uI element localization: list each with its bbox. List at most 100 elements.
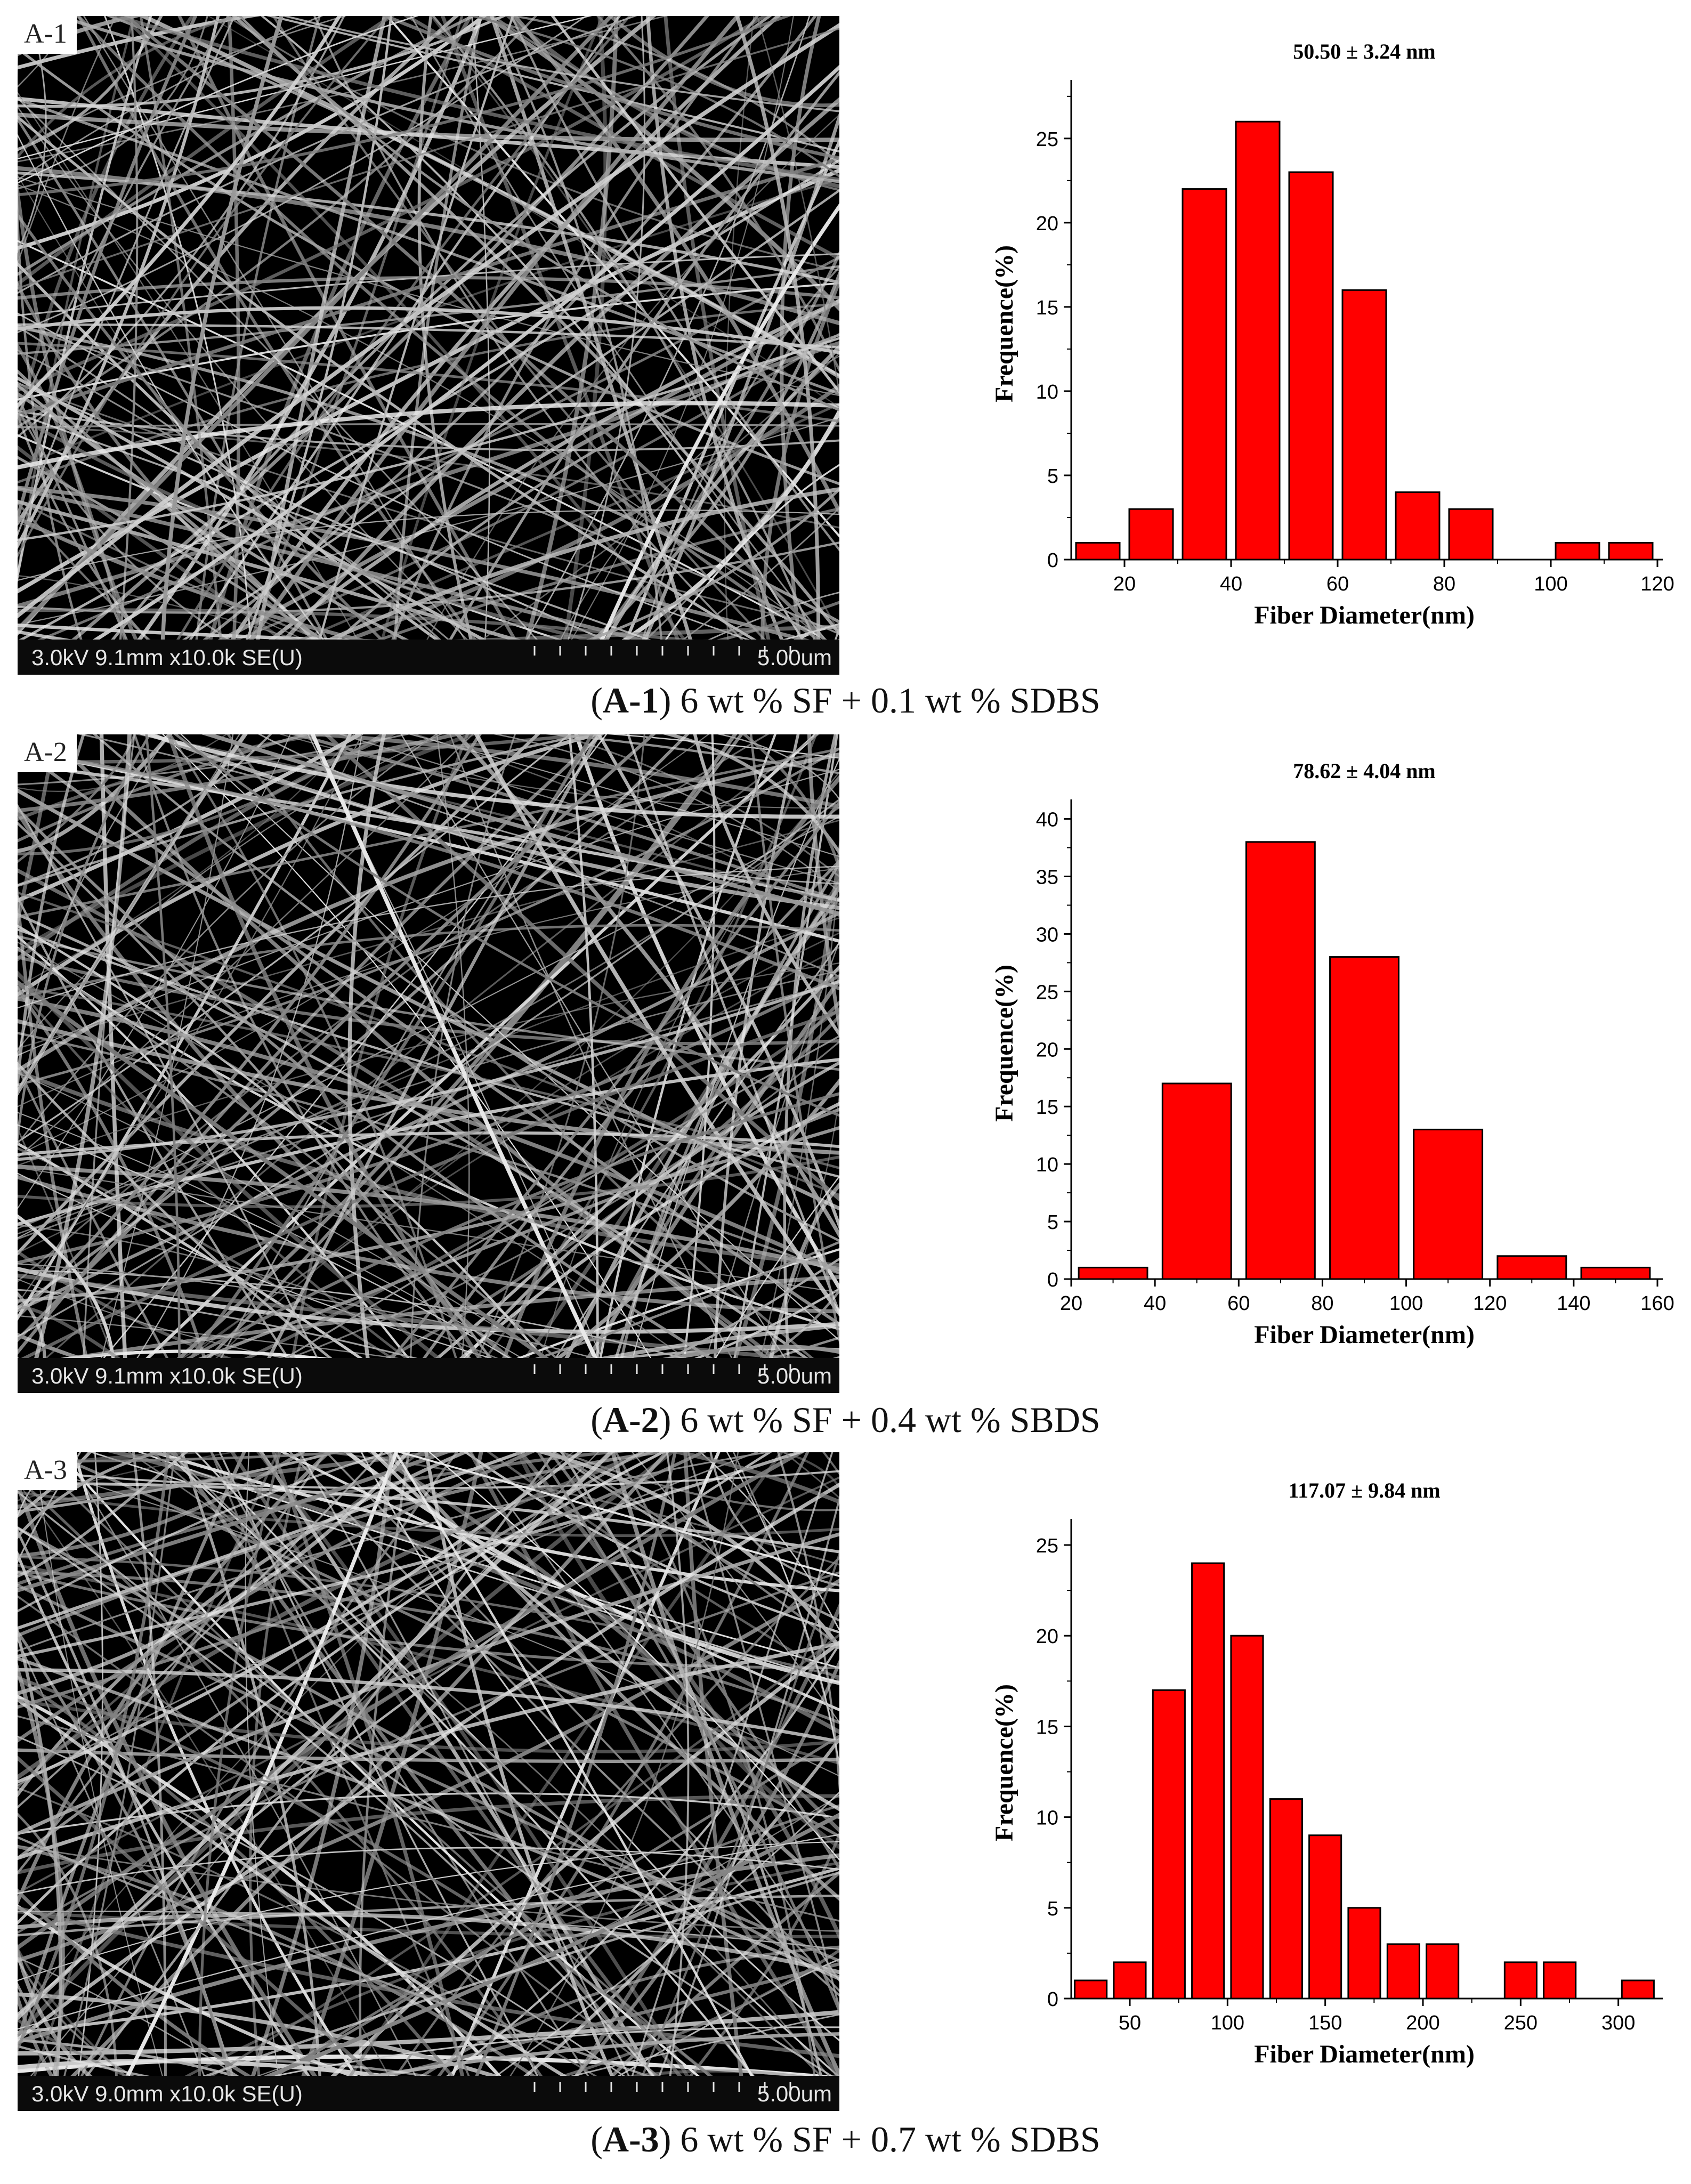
x-tick-label: 20 xyxy=(1060,1292,1082,1315)
bar xyxy=(1555,541,1600,561)
bar xyxy=(1496,1255,1567,1280)
sem-scale-label: 5.00um xyxy=(757,1363,832,1388)
x-tick-label: 150 xyxy=(1308,2012,1342,2034)
sem-scale-ticks xyxy=(533,646,791,656)
chart-title: 78.62 ± 4.04 nm xyxy=(1293,759,1436,783)
bar xyxy=(1074,1979,1108,2000)
sem-info: 3.0kV 9.1mm x10.0k SE(U) xyxy=(31,1363,303,1388)
y-tick-label: 10 xyxy=(1036,1807,1058,1830)
bar xyxy=(1580,1266,1651,1280)
fiber-strands xyxy=(18,1452,839,2111)
bar xyxy=(1386,1943,1420,2000)
caption-id: A-3 xyxy=(602,2119,659,2159)
y-tick-label: 0 xyxy=(1047,549,1058,572)
histogram-chart: 50.50 ± 3.24 nm 0 5 10 15 20 25 20 40 60 80 100 120 F… xyxy=(990,39,1674,629)
x-tick-label: 50 xyxy=(1119,2012,1141,2034)
x-tick-label: 40 xyxy=(1144,1292,1166,1315)
sem-scale-label: 5.00um xyxy=(757,645,832,670)
sem-label: A-1 xyxy=(18,16,77,54)
histogram-chart: 78.62 ± 4.04 nm 0 5 10 15 20 25 30 35 40 20 40 60 80 1… xyxy=(990,759,1674,1349)
bars xyxy=(1075,120,1654,561)
bar xyxy=(1113,1961,1147,2000)
bar xyxy=(1269,1798,1303,2000)
y-tick-label: 0 xyxy=(1047,1988,1058,2011)
y-tick-label: 5 xyxy=(1047,1898,1058,1920)
bar xyxy=(1543,1961,1577,2000)
bar xyxy=(1230,1635,1264,2000)
fiber-network xyxy=(18,734,839,1393)
bar xyxy=(1347,1907,1381,2000)
y-tick-label: 15 xyxy=(1036,1096,1058,1119)
bar xyxy=(1235,120,1281,561)
y-tick-label: 5 xyxy=(1047,1211,1058,1234)
y-tick-label: 25 xyxy=(1036,128,1058,151)
sem-scale-ticks xyxy=(533,1364,791,1374)
y-axis-label: Frequence(%) xyxy=(990,245,1018,402)
bar xyxy=(1341,289,1387,561)
bar xyxy=(1161,1082,1232,1280)
bar xyxy=(1075,541,1121,561)
y-tick-label: 25 xyxy=(1036,981,1058,1004)
x-axis-label: Fiber Diameter(nm) xyxy=(1254,601,1475,629)
fiber-strands xyxy=(18,16,839,675)
x-tick-label: 60 xyxy=(1326,573,1349,595)
chart-title: 50.50 ± 3.24 nm xyxy=(1293,39,1436,63)
bar xyxy=(1152,1689,1186,2000)
panel-caption: (A-3) 6 wt % SF + 0.7 wt % SDBS xyxy=(590,2119,1101,2159)
histogram-chart: 117.07 ± 9.84 nm 0 5 10 15 20 25 50 100 150 200 250… xyxy=(990,1478,1663,2068)
sem-info: 3.0kV 9.1mm x10.0k SE(U) xyxy=(31,645,303,670)
y-tick-label: 10 xyxy=(1036,381,1058,403)
y-tick-label: 10 xyxy=(1036,1154,1058,1176)
x-axis-label: Fiber Diameter(nm) xyxy=(1254,2040,1475,2068)
y-tick-label: 20 xyxy=(1036,1625,1058,1648)
x-tick-label: 40 xyxy=(1220,573,1242,595)
y-axis-label: Frequence(%) xyxy=(990,965,1018,1122)
sem-info-bar: 3.0kV 9.0mm x10.0k SE(U) 5.00um xyxy=(18,2076,839,2111)
chart-title: 117.07 ± 9.84 nm xyxy=(1288,1478,1440,1502)
x-tick-label: 100 xyxy=(1389,1292,1423,1315)
bar xyxy=(1329,956,1399,1280)
bar xyxy=(1413,1128,1484,1280)
fiber-strands xyxy=(18,734,839,1393)
sem-image: A-2 3.0kV 9.1mm x10.0k SE(U) 5.00um xyxy=(18,734,839,1393)
y-tick-label: 20 xyxy=(1036,1039,1058,1061)
x-tick-label: 20 xyxy=(1113,573,1136,595)
y-tick-label: 35 xyxy=(1036,867,1058,889)
sem-scale-label: 5.00um xyxy=(757,2081,832,2106)
y-tick-label: 20 xyxy=(1036,213,1058,235)
bar xyxy=(1395,491,1441,561)
bar xyxy=(1426,1943,1460,2000)
bars xyxy=(1074,1562,1655,2000)
x-tick-label: 80 xyxy=(1311,1292,1333,1315)
x-tick-label: 100 xyxy=(1534,573,1567,595)
sem-info-bar: 3.0kV 9.1mm x10.0k SE(U) 5.00um xyxy=(18,640,839,675)
sem-label: A-2 xyxy=(18,734,77,772)
y-tick-label: 15 xyxy=(1036,297,1058,319)
x-tick-label: 250 xyxy=(1504,2012,1538,2034)
fiber-network xyxy=(18,16,839,675)
bar xyxy=(1308,1834,1342,2000)
y-axis-label: Frequence(%) xyxy=(990,1684,1018,1841)
caption-id: A-1 xyxy=(602,680,659,721)
bar xyxy=(1448,508,1494,561)
x-tick-label: 200 xyxy=(1406,2012,1439,2034)
x-tick-label: 160 xyxy=(1640,1292,1674,1315)
bar xyxy=(1245,841,1316,1280)
sem-info: 3.0kV 9.0mm x10.0k SE(U) xyxy=(31,2081,303,2106)
y-tick-label: 30 xyxy=(1036,924,1058,946)
bars xyxy=(1078,841,1651,1280)
x-tick-label: 80 xyxy=(1433,573,1455,595)
y-tick-label: 5 xyxy=(1047,465,1058,488)
bar xyxy=(1608,541,1654,561)
x-tick-label: 120 xyxy=(1640,573,1674,595)
bar xyxy=(1288,171,1334,561)
sem-label: A-3 xyxy=(18,1452,77,1490)
sem-scale-ticks xyxy=(533,2082,791,2092)
x-tick-label: 100 xyxy=(1211,2012,1244,2034)
sem-image: A-3 3.0kV 9.0mm x10.0k SE(U) 5.00um xyxy=(18,1452,839,2111)
sem-info-bar: 3.0kV 9.1mm x10.0k SE(U) 5.00um xyxy=(18,1358,839,1393)
bar xyxy=(1182,188,1227,561)
x-tick-label: 60 xyxy=(1227,1292,1250,1315)
bar xyxy=(1621,1979,1655,2000)
x-tick-label: 120 xyxy=(1473,1292,1507,1315)
